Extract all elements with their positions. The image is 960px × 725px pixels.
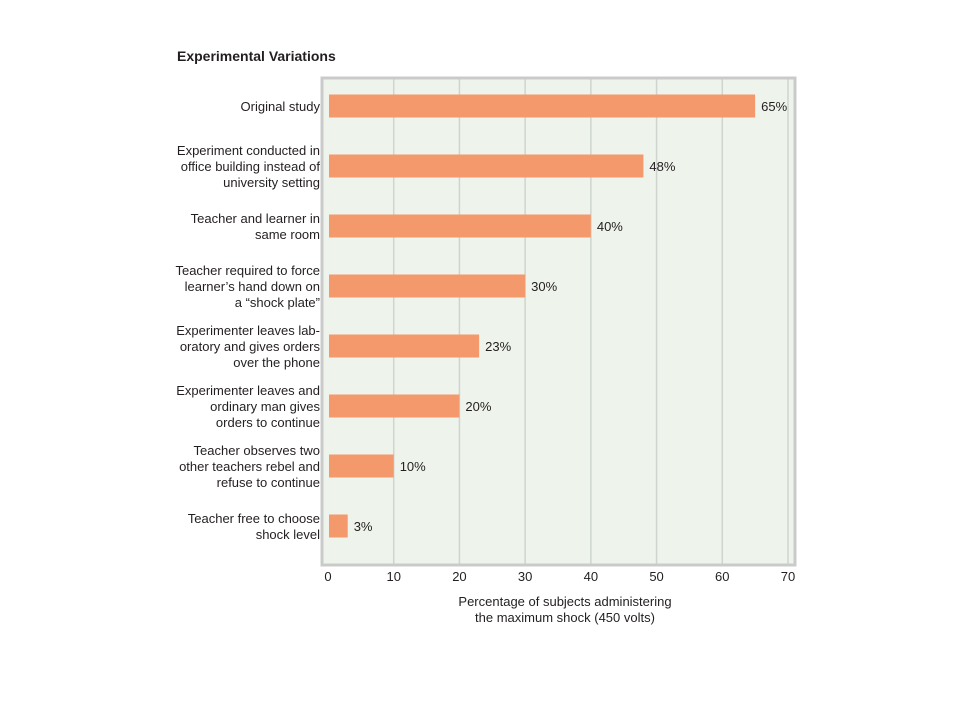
bar	[329, 394, 460, 418]
bar	[329, 334, 480, 358]
category-label: Teacher observes two other teachers rebel…	[179, 443, 320, 490]
data-label: 10%	[400, 459, 426, 474]
labels-layer: 65% Original study 48% Experiment conducted…	[175, 99, 787, 542]
data-label: 65%	[761, 99, 787, 114]
category-label: Experimenter leaves and ordinary man give…	[176, 383, 320, 430]
category-label: Experiment conducted in office building i…	[177, 143, 320, 190]
x-tick-label: 30	[518, 569, 532, 584]
x-tick-label: 60	[715, 569, 729, 584]
x-tick-label: 0	[324, 569, 331, 584]
category-label: Teacher required to force learner’s hand …	[175, 263, 320, 310]
category-label: Teacher and learner in same room	[191, 211, 320, 242]
data-label: 20%	[465, 399, 491, 414]
plot-area	[320, 76, 797, 567]
x-tick-label: 20	[452, 569, 466, 584]
plot-frame	[320, 76, 797, 567]
data-label: 48%	[649, 159, 675, 174]
x-axis-ticks: 0 10 20 30 40 50 60 70	[324, 569, 795, 584]
x-tick-label: 40	[584, 569, 598, 584]
category-label: Experimenter leaves lab-oratory and give…	[176, 323, 320, 370]
x-tick-label: 50	[649, 569, 663, 584]
x-axis-label: Percentage of subjects administering the …	[458, 594, 671, 625]
bar	[329, 94, 756, 118]
bar	[329, 454, 394, 478]
bars-layer	[329, 94, 756, 538]
x-tick-label: 10	[386, 569, 400, 584]
bar	[329, 214, 591, 238]
category-label: Teacher free to choose shock level	[188, 511, 320, 542]
data-label: 30%	[531, 279, 557, 294]
data-label: 3%	[354, 519, 373, 534]
x-tick-label: 70	[781, 569, 795, 584]
x-axis-title: Percentage of subjects administering the …	[458, 594, 671, 625]
bar	[329, 274, 526, 298]
chart-title: Experimental Variations	[177, 48, 336, 64]
bar	[329, 514, 348, 538]
bar	[329, 154, 644, 178]
category-label: Original study	[241, 99, 321, 114]
data-label: 23%	[485, 339, 511, 354]
data-label: 40%	[597, 219, 623, 234]
